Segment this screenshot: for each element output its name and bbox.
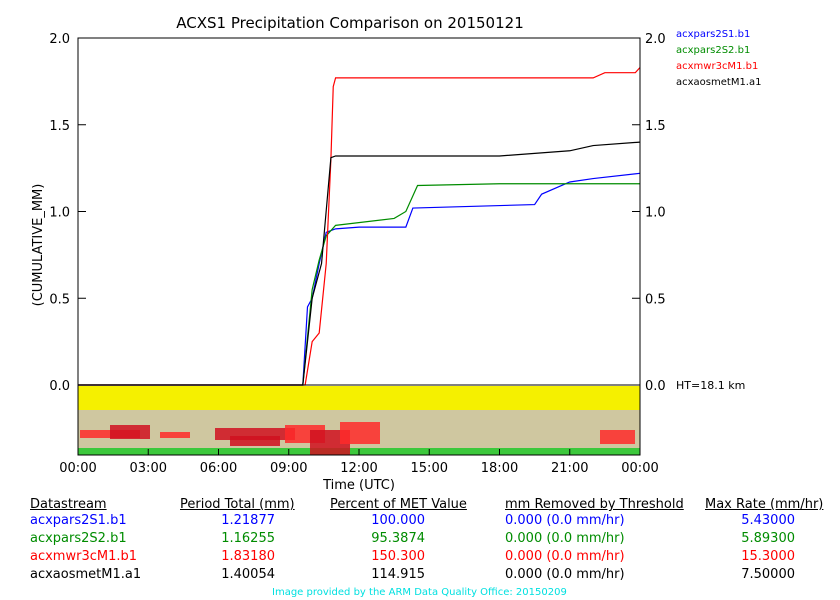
y-tick-label-right: 1.5 [645, 119, 666, 134]
legend-entry: acxpars2S1.b1 [676, 29, 750, 40]
heatmap-cell [110, 425, 150, 439]
legend-entry: acxaosmetM1.a1 [676, 77, 761, 88]
y-tick-label: 0.0 [49, 379, 70, 394]
series-line-acxmwr3cM1.b1 [78, 67, 641, 386]
x-tick-label: 12:00 [340, 461, 377, 476]
heatmap-cell [230, 436, 280, 446]
y-tick-label: 0.5 [49, 292, 70, 307]
table-cell: Datastream [30, 497, 107, 512]
series-line-acxpars2S2.b1 [78, 183, 640, 386]
x-tick-label: 15:00 [411, 461, 448, 476]
radar-heatmap [78, 386, 640, 455]
heatmap-cell [600, 430, 635, 444]
table-row: acxmwr3cM1.b1 1.83180 150.300 0.000 (0.0 mm… [0, 549, 840, 566]
table-cell: Max Rate (mm/hr) [705, 497, 824, 512]
table-cell: 1.21877 [221, 513, 275, 528]
y-tick-label-right: 0.0 [645, 379, 666, 394]
legend-entry: acxpars2S2.b1 [676, 45, 750, 56]
table-cell: 5.43000 [741, 513, 795, 528]
x-tick-label: 21:00 [551, 461, 588, 476]
table-cell: 0.000 (0.0 mm/hr) [505, 513, 625, 528]
y-tick-label-right: 2.0 [645, 32, 666, 47]
table-row: acxpars2S1.b1 1.21877 100.000 0.000 (0.0 mm… [0, 513, 840, 530]
table-cell: acxmwr3cM1.b1 [30, 549, 138, 564]
y-tick-label-right: 1.0 [645, 206, 666, 221]
table-row: acxpars2S2.b1 1.16255 95.3874 0.000 (0.0 mm… [0, 531, 840, 548]
x-axis-label: Time (UTC) [322, 478, 395, 493]
table-cell: Period Total (mm) [180, 497, 295, 512]
heatmap-cell [160, 432, 190, 438]
table-cell: acxpars2S2.b1 [30, 531, 127, 546]
table-cell: 5.89300 [741, 531, 795, 546]
x-tick-label: 00:00 [59, 461, 96, 476]
table-cell: mm Removed by Threshold [505, 497, 684, 512]
table-cell: 150.300 [371, 549, 425, 564]
table-cell: 1.16255 [221, 531, 275, 546]
table-cell: Percent of MET Value [330, 497, 467, 512]
x-tick-label: 06:00 [200, 461, 237, 476]
table-row: acxaosmetM1.a1 1.40054 114.915 0.000 (0.0 m… [0, 567, 840, 584]
y-tick-label: 1.5 [49, 119, 70, 134]
table-cell: 1.83180 [221, 549, 275, 564]
table-cell: 95.3874 [371, 531, 425, 546]
legend-entry: acxmwr3cM1.b1 [676, 61, 758, 72]
table-cell: 100.000 [371, 513, 425, 528]
series-line-acxpars2S1.b1 [78, 172, 641, 386]
y-tick-label-right: 0.5 [645, 292, 666, 307]
x-tick-label: 18:00 [481, 461, 518, 476]
x-tick-label: 09:00 [270, 461, 307, 476]
x-tick-label: 03:00 [130, 461, 167, 476]
table-header: Datastream Period Total (mm) Percent of ME… [0, 497, 840, 514]
height-label: HT=18.1 km [676, 379, 745, 392]
x-tick-label: 00:00 [621, 461, 658, 476]
credit-text: Image provided by the ARM Data Quality O… [272, 587, 567, 598]
table-cell: 7.50000 [741, 567, 795, 582]
table-cell: acxpars2S1.b1 [30, 513, 127, 528]
y-tick-label: 2.0 [49, 32, 70, 47]
series-line-acxaosmetM1.a1 [78, 141, 641, 386]
table-cell: 0.000 (0.0 mm/hr) [505, 531, 625, 546]
y-tick-label: 1.0 [49, 206, 70, 221]
precipitation-chart: ACXS1 Precipitation Comparison on 201501… [31, 14, 761, 493]
table-cell: 15.3000 [741, 549, 795, 564]
y-axis-label: (CUMULATIVE_MM) [31, 184, 46, 307]
table-cell: 1.40054 [221, 567, 275, 582]
table-cell: 0.000 (0.0 mm/hr) [505, 567, 625, 582]
chart-title: ACXS1 Precipitation Comparison on 201501… [176, 14, 523, 32]
heatmap-cell [340, 422, 380, 444]
table-cell: 0.000 (0.0 mm/hr) [505, 549, 625, 564]
table-cell: acxaosmetM1.a1 [30, 567, 142, 582]
table-cell: 114.915 [371, 567, 425, 582]
